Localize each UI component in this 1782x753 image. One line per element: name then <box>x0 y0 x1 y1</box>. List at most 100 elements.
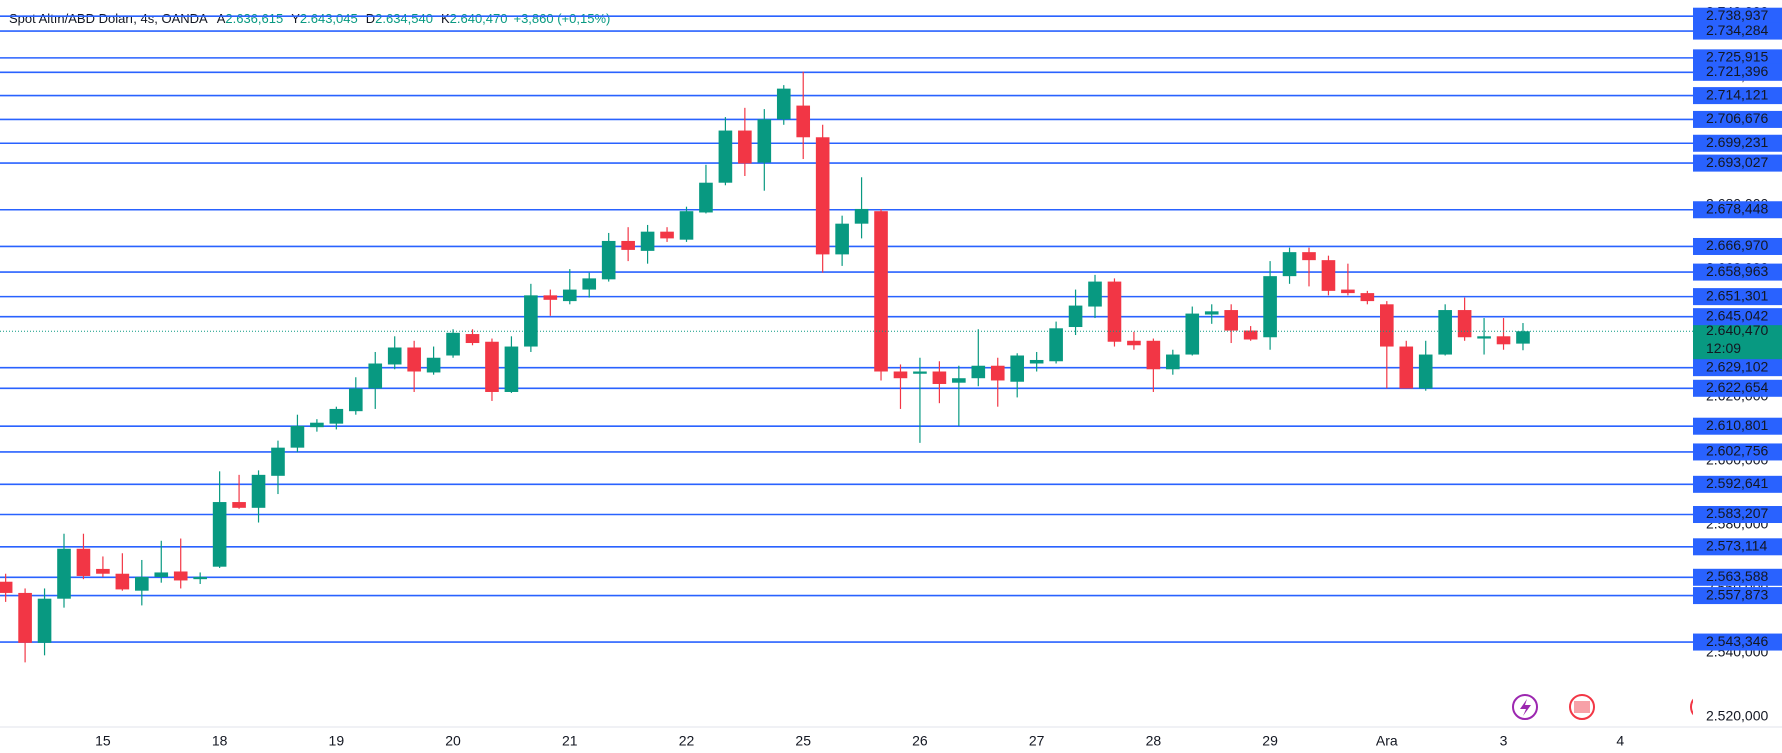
level-label-box <box>1693 308 1782 326</box>
level-label: 2.563,588 <box>1706 568 1768 584</box>
candle-body <box>76 548 91 576</box>
candle-body <box>1321 260 1336 291</box>
ohlc-key: K <box>441 11 450 26</box>
x-tick-label: 21 <box>562 733 578 749</box>
candle-body <box>115 573 130 590</box>
last-price-label: 2.640,470 <box>1706 322 1768 338</box>
level-label-box <box>1693 568 1782 586</box>
last-price-box <box>1693 322 1782 361</box>
candle-body <box>465 334 480 344</box>
candle-body <box>660 231 674 239</box>
level-label: 2.557,873 <box>1706 586 1768 602</box>
level-label: 2.666,970 <box>1706 237 1768 253</box>
candle-body <box>1341 289 1355 294</box>
y-tick-label: 2.520,000 <box>1706 707 1768 723</box>
level-label: 2.622,654 <box>1706 379 1768 395</box>
level-label-box <box>1693 288 1782 306</box>
level-label-box <box>1693 201 1782 219</box>
level-label-box <box>1693 443 1782 461</box>
level-label-box <box>1693 237 1782 255</box>
level-label-box <box>1693 633 1782 651</box>
level-label: 2.721,396 <box>1706 63 1768 79</box>
level-label: 2.629,102 <box>1706 358 1768 374</box>
candle-body <box>971 365 986 379</box>
candle-body <box>1107 281 1122 342</box>
level-label-box <box>1693 379 1782 397</box>
candle-body <box>640 231 655 251</box>
level-label-box <box>1693 22 1782 40</box>
candle-body <box>271 447 285 476</box>
candle-body <box>310 422 324 428</box>
x-tick-label: 27 <box>1029 733 1045 749</box>
candle-body <box>1516 331 1530 344</box>
level-label-box <box>1693 475 1782 493</box>
level-label-box <box>1693 263 1782 281</box>
candle-body <box>1457 310 1472 338</box>
candle-body <box>18 592 32 643</box>
candle-body <box>426 357 441 373</box>
level-label-box <box>1693 154 1782 172</box>
level-label-box <box>1693 506 1782 524</box>
level-label-box <box>1693 587 1782 605</box>
candle-body <box>135 576 149 591</box>
candle-body <box>1418 354 1433 389</box>
candle-body <box>1477 336 1491 339</box>
level-label: 2.693,027 <box>1706 154 1768 170</box>
candle-body <box>1010 355 1025 382</box>
candle-body <box>952 378 966 383</box>
candle-body <box>679 211 694 240</box>
level-label-box <box>1693 359 1782 377</box>
candle-body <box>757 119 772 163</box>
ohlc-value: 2.640,470 <box>450 11 508 26</box>
candle-body <box>504 346 519 392</box>
x-tick-label: 18 <box>212 733 228 749</box>
candle-body <box>1146 340 1161 370</box>
countdown: 12:09 <box>1706 340 1741 356</box>
candle-body <box>990 365 1005 381</box>
candle-body <box>1049 328 1063 362</box>
candle-body <box>251 474 266 508</box>
candle-body <box>699 182 713 213</box>
candle-body <box>57 548 71 599</box>
candle-body <box>37 598 52 643</box>
candle-body <box>1302 252 1316 261</box>
x-tick-label: 19 <box>329 733 345 749</box>
ohlc-key: A <box>217 11 226 26</box>
chart-title: Spot Altın/ABD Doları, 4s, OANDA <box>9 11 208 26</box>
level-label-box <box>1693 110 1782 128</box>
level-label: 2.592,641 <box>1706 475 1768 491</box>
candle-body <box>1204 311 1219 315</box>
candle-body <box>621 240 635 250</box>
candle-body <box>1399 346 1414 389</box>
ohlc-key: Y <box>291 11 300 26</box>
candle-body <box>1282 252 1297 277</box>
candle-body <box>485 341 499 392</box>
candle-body <box>329 408 344 424</box>
candle-body <box>1029 359 1044 364</box>
level-label: 2.706,676 <box>1706 110 1768 126</box>
level-label-box <box>1693 7 1782 25</box>
level-label-box <box>1693 417 1782 435</box>
level-label: 2.678,448 <box>1706 200 1768 216</box>
candle-body <box>524 295 538 347</box>
candle-body <box>407 347 421 372</box>
candle-body <box>1360 293 1375 302</box>
x-tick-label: 25 <box>795 733 811 749</box>
icon-glyph <box>1574 701 1590 713</box>
x-tick-label: 28 <box>1146 733 1162 749</box>
level-label: 2.573,114 <box>1706 538 1767 554</box>
candle-body <box>543 295 558 300</box>
level-label: 2.651,301 <box>1706 287 1768 303</box>
level-label: 2.543,346 <box>1706 633 1768 649</box>
level-label: 2.583,207 <box>1706 505 1768 521</box>
candle-body <box>387 347 402 365</box>
candle-body <box>1185 313 1200 355</box>
ohlc-value: 2.636,615 <box>225 11 283 26</box>
x-tick-label: 29 <box>1262 733 1278 749</box>
candle-body <box>913 371 927 374</box>
candle-body <box>1068 305 1083 328</box>
candle-body <box>212 502 227 567</box>
candle-body <box>1438 310 1452 355</box>
candle-body <box>601 240 616 280</box>
